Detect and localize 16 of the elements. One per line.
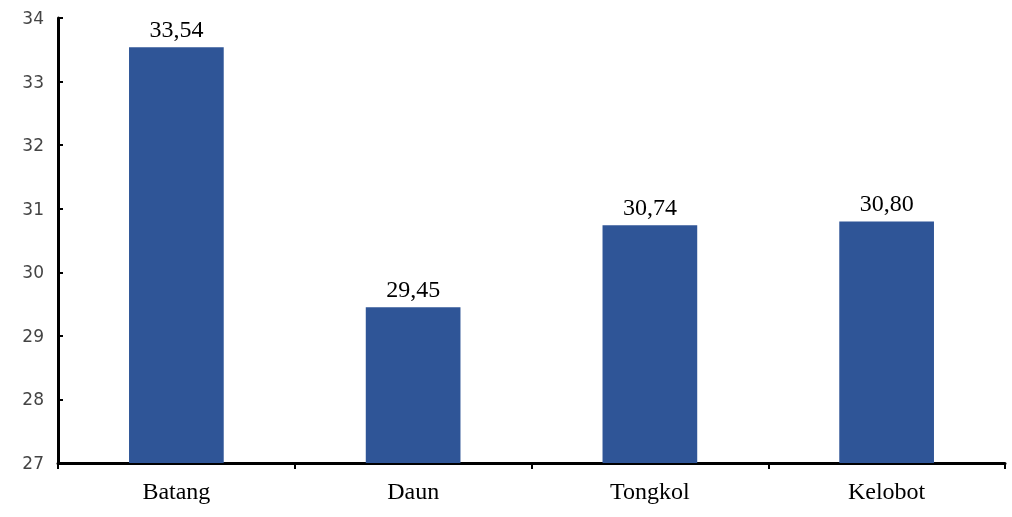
data-label: 30,74: [622, 194, 677, 221]
data-label: 29,45: [386, 276, 441, 303]
y-tick-label: 30: [22, 262, 44, 283]
x-tick-label: Kelobot: [847, 478, 926, 504]
y-tick-label: 32: [22, 135, 44, 156]
y-tick-label: 33: [22, 71, 44, 92]
y-tick-label: 27: [22, 453, 44, 473]
data-label: 33,54: [149, 16, 204, 43]
y-tick-label: 34: [22, 8, 44, 28]
y-tick-label: 29: [22, 325, 44, 346]
x-tick-label: Daun: [387, 478, 440, 504]
y-tick-label: 31: [22, 198, 44, 219]
x-tick-label: Batang: [142, 478, 211, 504]
y-tick-label: 28: [22, 389, 44, 410]
data-label: 30,80: [859, 190, 914, 217]
x-tick-label: Tongkol: [610, 478, 691, 504]
